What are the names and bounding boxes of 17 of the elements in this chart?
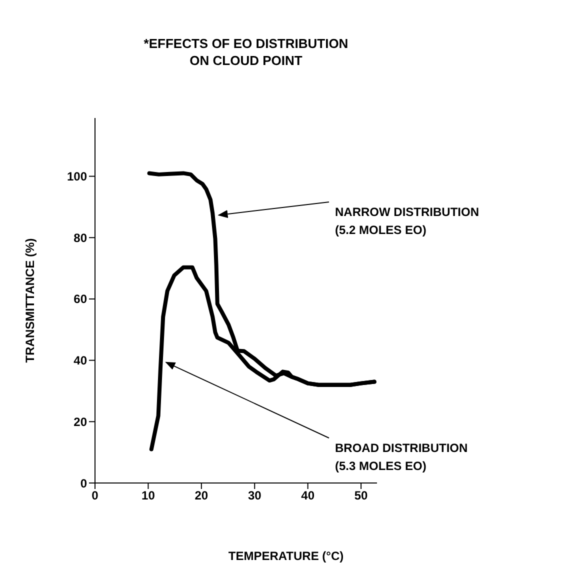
annotation: NARROW DISTRIBUTION (5.2 MOLES EO) xyxy=(335,205,479,237)
y-tick-label: 100 xyxy=(66,170,88,184)
x-tick-label: 30 xyxy=(248,488,262,503)
y-tick-label: 60 xyxy=(74,292,88,306)
x-axis-title: TEMPERATURE (°C) xyxy=(228,549,344,563)
y-tick-label: 40 xyxy=(74,354,88,368)
x-tick-label: 0 xyxy=(92,488,99,503)
y-tick-label: 0 xyxy=(80,476,88,490)
annotation: BROAD DISTRIBUTION (5.3 MOLES EO) xyxy=(335,441,468,473)
y-tick-label: 80 xyxy=(74,230,88,245)
x-tick-label: 10 xyxy=(142,488,156,503)
chart-title: *EFFECTS OF EO DISTRIBUTION ON CLOUD POINT xyxy=(144,36,348,68)
x-tick-label: 20 xyxy=(194,488,208,503)
y-axis-title: TRANSMITTANCE (%) xyxy=(23,238,37,363)
x-tick-label: 50 xyxy=(354,488,368,503)
x-tick-label: 40 xyxy=(301,488,315,503)
y-tick-label: 20 xyxy=(74,414,88,429)
